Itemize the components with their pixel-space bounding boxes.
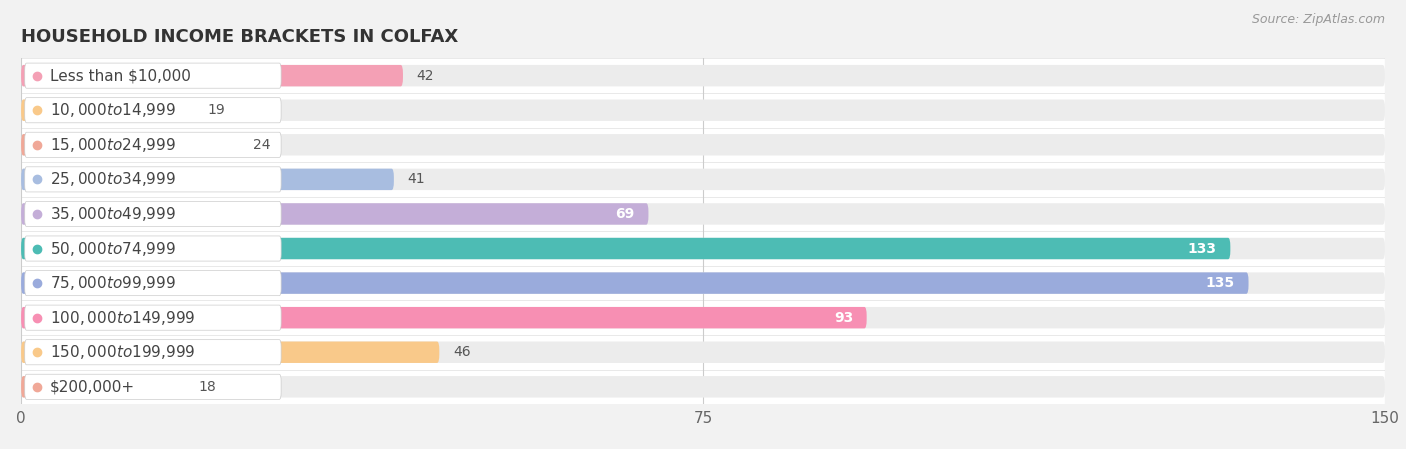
Bar — [21, 231, 1385, 266]
FancyBboxPatch shape — [21, 100, 194, 121]
Text: HOUSEHOLD INCOME BRACKETS IN COLFAX: HOUSEHOLD INCOME BRACKETS IN COLFAX — [21, 28, 458, 46]
FancyBboxPatch shape — [21, 134, 239, 155]
Text: 18: 18 — [198, 380, 217, 394]
FancyBboxPatch shape — [21, 238, 1385, 259]
FancyBboxPatch shape — [21, 238, 1230, 259]
Bar — [21, 300, 1385, 335]
Bar — [21, 93, 1385, 128]
FancyBboxPatch shape — [25, 271, 281, 295]
Bar — [21, 370, 1385, 404]
FancyBboxPatch shape — [25, 98, 281, 123]
FancyBboxPatch shape — [21, 134, 1385, 155]
Bar — [21, 128, 1385, 162]
FancyBboxPatch shape — [21, 342, 439, 363]
FancyBboxPatch shape — [21, 203, 1385, 224]
Text: 24: 24 — [253, 138, 270, 152]
Text: 19: 19 — [208, 103, 225, 117]
FancyBboxPatch shape — [25, 305, 281, 330]
Text: 93: 93 — [834, 311, 853, 325]
FancyBboxPatch shape — [21, 203, 648, 224]
Bar — [21, 266, 1385, 300]
Bar — [21, 162, 1385, 197]
Text: Source: ZipAtlas.com: Source: ZipAtlas.com — [1251, 13, 1385, 26]
FancyBboxPatch shape — [21, 273, 1385, 294]
FancyBboxPatch shape — [21, 307, 1385, 328]
FancyBboxPatch shape — [21, 169, 1385, 190]
FancyBboxPatch shape — [21, 65, 404, 86]
FancyBboxPatch shape — [21, 169, 394, 190]
Bar — [21, 197, 1385, 231]
Text: $100,000 to $149,999: $100,000 to $149,999 — [51, 308, 195, 327]
FancyBboxPatch shape — [21, 307, 866, 328]
Text: $25,000 to $34,999: $25,000 to $34,999 — [51, 170, 176, 189]
Text: 41: 41 — [408, 172, 425, 186]
FancyBboxPatch shape — [21, 376, 184, 397]
FancyBboxPatch shape — [25, 132, 281, 157]
Text: $150,000 to $199,999: $150,000 to $199,999 — [51, 343, 195, 361]
FancyBboxPatch shape — [21, 100, 1385, 121]
Text: $15,000 to $24,999: $15,000 to $24,999 — [51, 136, 176, 154]
Text: $10,000 to $14,999: $10,000 to $14,999 — [51, 101, 176, 119]
Text: $75,000 to $99,999: $75,000 to $99,999 — [51, 274, 176, 292]
FancyBboxPatch shape — [21, 273, 1249, 294]
Bar — [21, 58, 1385, 93]
Text: 46: 46 — [453, 345, 471, 359]
Text: $200,000+: $200,000+ — [51, 379, 135, 394]
Text: 133: 133 — [1188, 242, 1216, 255]
Text: 135: 135 — [1206, 276, 1234, 290]
FancyBboxPatch shape — [25, 374, 281, 399]
FancyBboxPatch shape — [21, 376, 1385, 397]
FancyBboxPatch shape — [21, 342, 1385, 363]
Text: 69: 69 — [616, 207, 636, 221]
FancyBboxPatch shape — [25, 202, 281, 226]
Text: $35,000 to $49,999: $35,000 to $49,999 — [51, 205, 176, 223]
Text: 42: 42 — [416, 69, 434, 83]
Text: $50,000 to $74,999: $50,000 to $74,999 — [51, 239, 176, 258]
FancyBboxPatch shape — [25, 63, 281, 88]
Text: Less than $10,000: Less than $10,000 — [51, 68, 191, 83]
FancyBboxPatch shape — [25, 167, 281, 192]
FancyBboxPatch shape — [21, 65, 1385, 86]
FancyBboxPatch shape — [25, 236, 281, 261]
Bar — [21, 335, 1385, 370]
FancyBboxPatch shape — [25, 340, 281, 365]
